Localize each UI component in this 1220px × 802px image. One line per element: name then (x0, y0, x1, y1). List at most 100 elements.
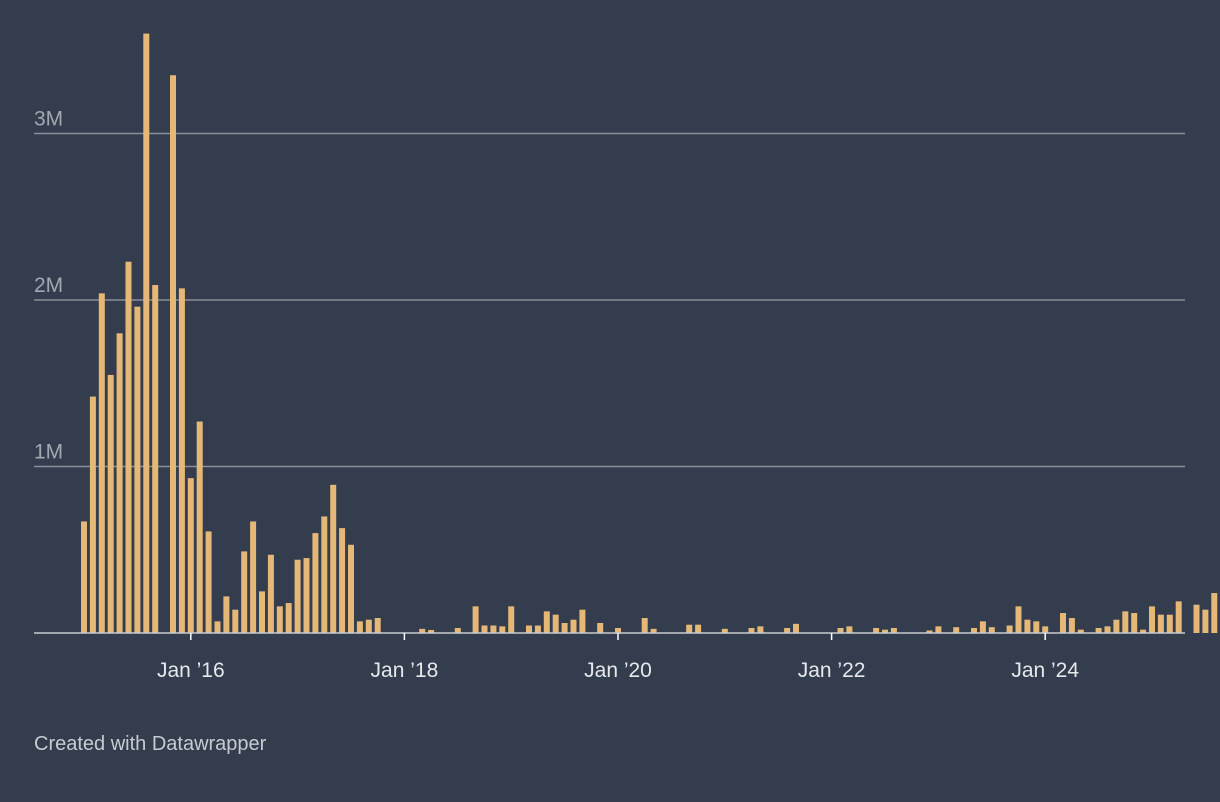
bar (1068, 618, 1075, 633)
bar (570, 619, 577, 633)
x-tick-label: Jan ’16 (157, 659, 225, 682)
y-tick-label: 2M (34, 274, 63, 297)
bar-chart: 1M 2M 3M Jan ’16 Jan ’18 Jan ’20 Jan ’22 Jan ’… (34, 33, 1218, 682)
bar (579, 609, 586, 633)
bar (89, 396, 96, 633)
bar (499, 626, 506, 633)
bar (971, 628, 977, 633)
bar (1015, 606, 1022, 633)
bar (241, 551, 248, 633)
bar (214, 621, 221, 633)
bar (1131, 613, 1138, 633)
x-tick-label: Jan ’22 (798, 659, 866, 682)
bar (926, 630, 933, 633)
bar (757, 626, 764, 633)
bar (1211, 593, 1218, 633)
bar (472, 606, 479, 633)
y-tick-label: 1M (34, 441, 63, 464)
bar (187, 478, 194, 633)
bar (98, 293, 105, 633)
bar (508, 606, 515, 633)
bar (374, 618, 381, 633)
bar (890, 628, 897, 633)
bar (650, 628, 657, 633)
bar (534, 625, 541, 633)
bar (1175, 601, 1182, 633)
bar (481, 625, 488, 633)
bar (721, 628, 728, 633)
bar (196, 421, 203, 633)
bar (615, 628, 621, 633)
bar (935, 626, 942, 633)
bar (205, 531, 212, 633)
bar (223, 596, 230, 633)
bar (597, 623, 604, 633)
bar (1024, 619, 1031, 633)
bar (152, 285, 159, 633)
bar (552, 614, 559, 633)
bar (979, 621, 986, 633)
x-tick-label: Jan ’20 (584, 659, 652, 682)
bar (526, 625, 532, 633)
bar (454, 628, 461, 633)
bar (428, 630, 435, 633)
bar (784, 628, 791, 633)
bar (1140, 629, 1147, 633)
bar (1095, 628, 1102, 633)
bar (419, 628, 426, 633)
bar (365, 619, 372, 633)
bar (882, 629, 888, 633)
bar (793, 623, 799, 633)
bar (303, 558, 310, 633)
bar (267, 554, 274, 633)
bar (846, 626, 853, 633)
bar (321, 516, 328, 633)
bar (232, 609, 239, 633)
bar (1149, 606, 1155, 633)
x-tick-label: Jan ’18 (371, 659, 439, 682)
bar (250, 521, 257, 633)
bar (348, 544, 354, 633)
bar (116, 333, 123, 633)
y-axis-labels: 1M 2M 3M (34, 108, 63, 464)
bar (170, 75, 176, 634)
bar (748, 628, 755, 633)
bar (1202, 609, 1209, 633)
bar (1077, 629, 1084, 633)
bar (873, 628, 880, 633)
bar (1122, 611, 1129, 633)
y-tick-label: 3M (34, 108, 63, 131)
bar (1033, 621, 1040, 633)
bar (259, 591, 265, 633)
bars (81, 33, 1218, 634)
bar (107, 374, 114, 633)
bar (641, 618, 648, 633)
bar (561, 623, 568, 633)
bar (143, 33, 150, 634)
bar (543, 611, 550, 633)
x-tick-label: Jan ’24 (1011, 659, 1079, 682)
bar (695, 624, 702, 633)
bar (837, 628, 844, 633)
bar (1157, 614, 1164, 633)
bar (490, 625, 497, 633)
bar (988, 627, 995, 633)
bar (1113, 619, 1120, 633)
bar (285, 603, 292, 633)
bar (1042, 626, 1049, 633)
bar (276, 606, 283, 633)
bar (1006, 625, 1013, 633)
bar (312, 533, 319, 633)
gridlines (34, 132, 1185, 468)
bar (953, 627, 960, 633)
bar (339, 528, 346, 633)
bar (1060, 613, 1066, 633)
credit-text: Created with Datawrapper (34, 733, 267, 755)
bar (125, 261, 132, 633)
bar (686, 624, 693, 633)
bar (294, 559, 301, 633)
bar (178, 288, 185, 633)
bar (134, 306, 141, 633)
bar (1166, 614, 1173, 633)
